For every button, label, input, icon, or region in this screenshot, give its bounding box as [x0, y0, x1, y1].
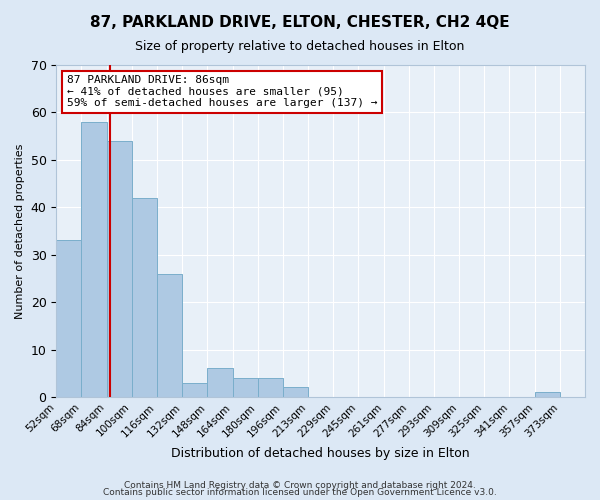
- Bar: [182, 382, 208, 397]
- Bar: [233, 378, 257, 397]
- Bar: [56, 240, 82, 397]
- Text: Size of property relative to detached houses in Elton: Size of property relative to detached ho…: [136, 40, 464, 53]
- Text: 87, PARKLAND DRIVE, ELTON, CHESTER, CH2 4QE: 87, PARKLAND DRIVE, ELTON, CHESTER, CH2 …: [90, 15, 510, 30]
- Bar: [157, 274, 182, 397]
- Bar: [208, 368, 233, 397]
- Bar: [535, 392, 560, 397]
- X-axis label: Distribution of detached houses by size in Elton: Distribution of detached houses by size …: [172, 447, 470, 460]
- Bar: [132, 198, 157, 397]
- Text: Contains HM Land Registry data © Crown copyright and database right 2024.: Contains HM Land Registry data © Crown c…: [124, 480, 476, 490]
- Text: Contains public sector information licensed under the Open Government Licence v3: Contains public sector information licen…: [103, 488, 497, 497]
- Text: 87 PARKLAND DRIVE: 86sqm
← 41% of detached houses are smaller (95)
59% of semi-d: 87 PARKLAND DRIVE: 86sqm ← 41% of detach…: [67, 75, 377, 108]
- Bar: [107, 141, 132, 397]
- Bar: [283, 388, 308, 397]
- Y-axis label: Number of detached properties: Number of detached properties: [15, 144, 25, 318]
- Bar: [257, 378, 283, 397]
- Bar: [82, 122, 107, 397]
